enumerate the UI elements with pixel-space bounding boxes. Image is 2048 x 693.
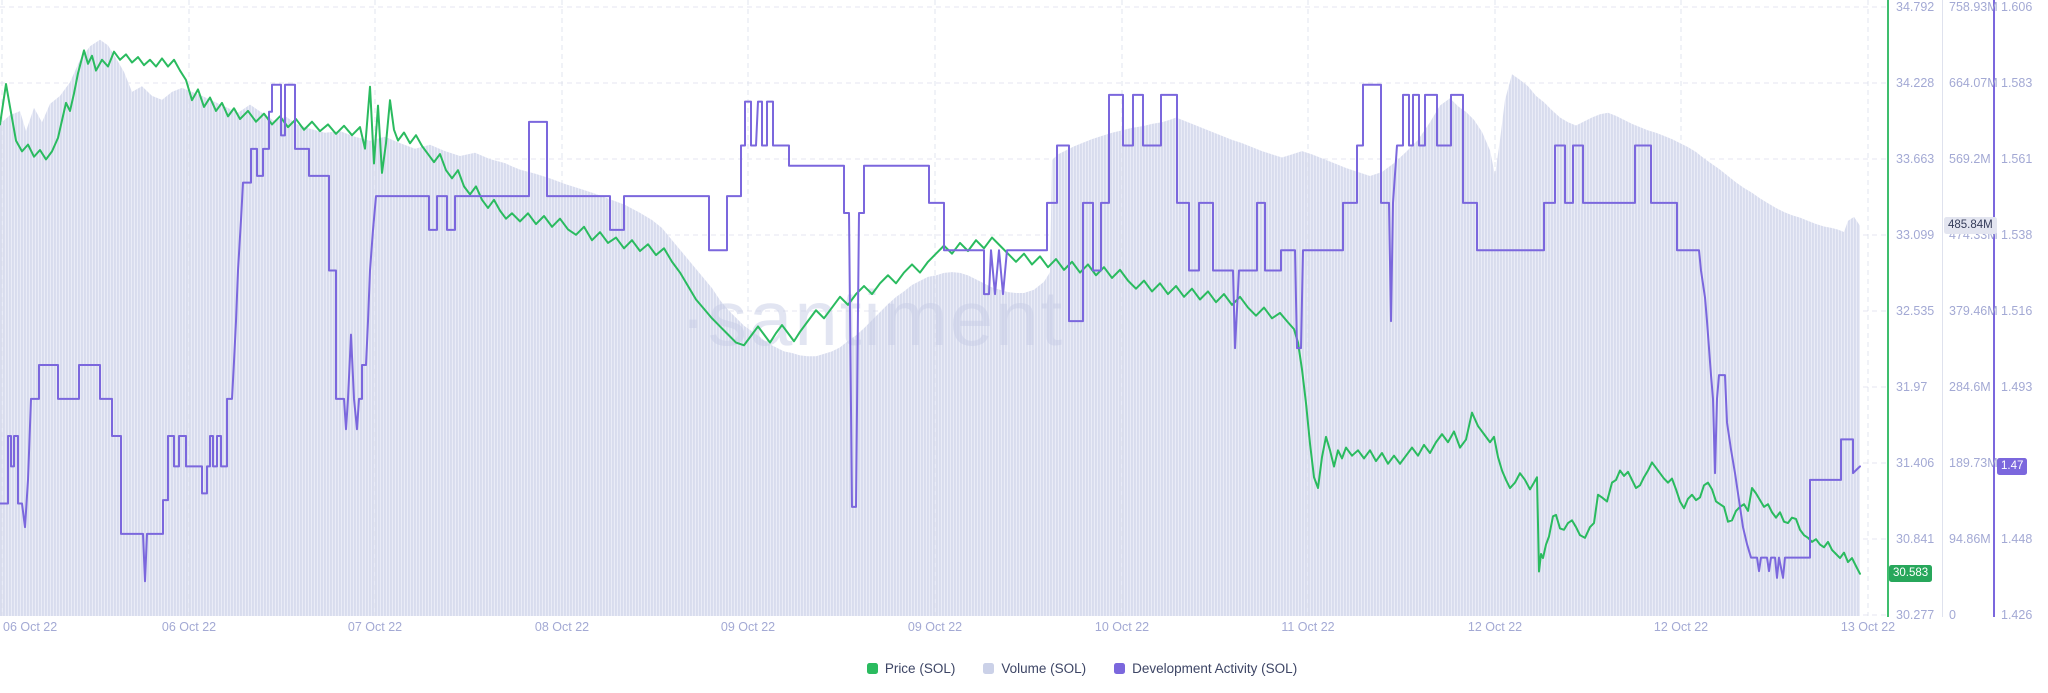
- volume-axis-separator: [1942, 0, 1943, 617]
- price-tick-label: 31.97: [1896, 380, 1928, 394]
- dev-activity-axis-ticks: 1.606 1.583 1.561 1.538 1.516 1.493 1.448 1.426: [2001, 0, 2047, 622]
- legend-item-development-activity-sol[interactable]: Development Activity (SOL): [1114, 661, 1297, 676]
- volume-tick-label: 569.2M: [1949, 152, 1991, 166]
- chart-plot[interactable]: ·santiment: [0, 0, 1888, 617]
- santiment-watermark: ·santiment: [680, 274, 1064, 362]
- date-tick-label: 06 Oct 22: [161, 620, 217, 634]
- date-tick-label: 12 Oct 22: [1467, 620, 1523, 634]
- dev-tick-label: 1.493: [2001, 380, 2033, 394]
- date-tick-label: 06 Oct 22: [3, 620, 58, 634]
- price-tick-label: 33.099: [1896, 228, 1935, 242]
- dev-tick-label: 1.448: [2001, 532, 2033, 546]
- volume-tick-label: 379.46M: [1949, 304, 1998, 318]
- volume-tick-label: 94.86M: [1949, 532, 1991, 546]
- dev-tick-label: 1.516: [2001, 304, 2033, 318]
- price-tick-label: 30.277: [1896, 608, 1935, 622]
- date-tick-label: 09 Oct 22: [907, 620, 963, 634]
- price-tick-label: 32.535: [1896, 304, 1935, 318]
- price-axis-line: [1887, 0, 1889, 617]
- volume-tick-label: 284.6M: [1949, 380, 1991, 394]
- price-line-series: [0, 49, 1861, 575]
- dev-activity-current-value-badge: 1.47: [1997, 457, 2028, 475]
- dev-tick-label: 1.538: [2001, 228, 2033, 242]
- price-tick-label: 30.841: [1896, 532, 1935, 546]
- legend-swatch-volume-sol-icon: [983, 662, 995, 674]
- date-tick-label: 08 Oct 22: [534, 620, 590, 634]
- dev-tick-label: 1.606: [2001, 0, 2033, 14]
- price-tick-label: 33.663: [1896, 152, 1935, 166]
- date-tick-label: 10 Oct 22: [1094, 620, 1150, 634]
- dev-activity-line-series: [0, 83, 1861, 583]
- x-axis: 06 Oct 22 06 Oct 22 07 Oct 22 08 Oct 22 09 O…: [0, 620, 2048, 636]
- legend-item-price-sol[interactable]: Price (SOL): [866, 660, 956, 676]
- date-tick-label: 12 Oct 22: [1653, 620, 1709, 634]
- volume-tick-label: 189.73M: [1949, 456, 1998, 470]
- legend-label: Volume (SOL): [1001, 660, 1087, 676]
- dev-tick-label: 1.583: [2001, 76, 2033, 90]
- date-tick-label: 13 Oct 22: [1840, 620, 1896, 634]
- dev-tick-label: 1.561: [2001, 152, 2033, 166]
- legend-item-volume-sol[interactable]: Volume (SOL): [983, 661, 1086, 676]
- volume-axis-ticks: 758.93M 664.07M 569.2M 474.33M 379.46M 284.6M…: [1949, 0, 1998, 622]
- legend-swatch-price-sol-icon: [866, 662, 878, 674]
- volume-tick-label: 0: [1949, 608, 1956, 622]
- price-axis-ticks: 34.792 34.228 33.663 33.099 32.535 31.97 31.40…: [1896, 0, 1942, 622]
- dev-activity-axis-line: [1993, 0, 1995, 617]
- volume-tick-label: 758.93M: [1949, 0, 1998, 14]
- date-tick-label: 09 Oct 22: [720, 620, 776, 634]
- price-tick-label: 31.406: [1896, 456, 1935, 470]
- price-tick-label: 34.792: [1896, 0, 1935, 14]
- legend-swatch-development-activity-sol-icon: [1114, 662, 1126, 674]
- volume-tick-label: 664.07M: [1949, 76, 1998, 90]
- legend-label: Price (SOL): [884, 660, 956, 676]
- legend: Price (SOL) Volume (SOL) Development Activ…: [58, 656, 2048, 680]
- volume-current-value-badge: 485.84M: [1944, 217, 1997, 235]
- legend-label: Development Activity (SOL): [1132, 660, 1298, 676]
- price-tick-label: 34.228: [1896, 76, 1935, 90]
- date-tick-label: 11 Oct 22: [1281, 620, 1335, 634]
- price-current-value-badge: 30.583: [1889, 565, 1933, 583]
- dev-tick-label: 1.426: [2001, 608, 2033, 622]
- date-tick-label: 07 Oct 22: [347, 620, 403, 634]
